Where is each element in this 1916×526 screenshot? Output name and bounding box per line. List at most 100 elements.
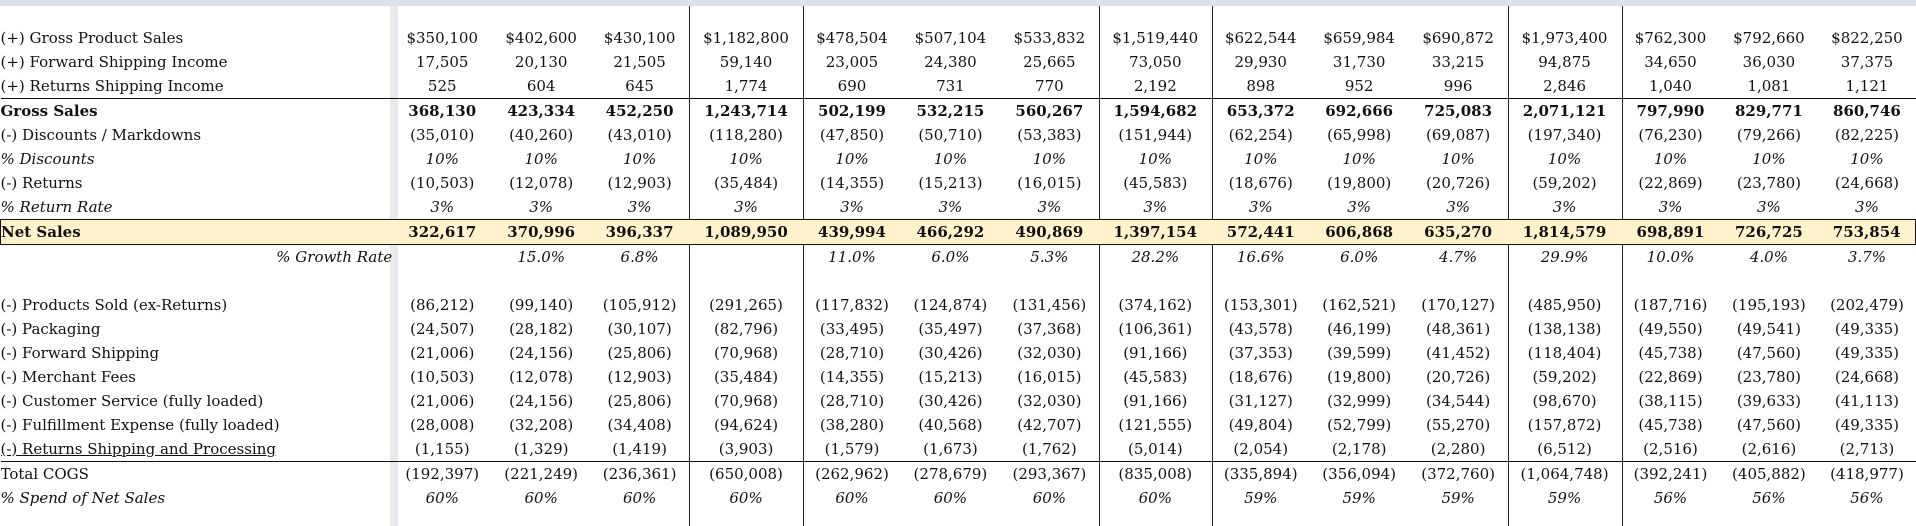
cell-value: 60% — [933, 489, 968, 507]
cell-value: (35,010) — [410, 126, 475, 144]
cell-value: 829,771 — [1719, 98, 1819, 123]
cell-value: 898 — [1246, 77, 1276, 95]
cell-value: (151,944) — [1118, 126, 1193, 144]
cell-value: (5,014) — [1127, 440, 1183, 458]
cell-value: (16,015) — [1017, 174, 1082, 192]
cell-value: (48,361) — [1426, 320, 1491, 338]
cell-value: (2,280) — [1430, 440, 1486, 458]
cell-value: 28.2% — [1131, 248, 1180, 266]
cell-value: (34,408) — [607, 416, 672, 434]
cell-value: (45,583) — [1123, 174, 1188, 192]
cell-value: 59% — [1547, 489, 1582, 507]
cell-value: 4.7% — [1439, 248, 1478, 266]
cell-value: (25,806) — [607, 392, 672, 410]
cell-value: 3.7% — [1847, 248, 1886, 266]
cell-value: (18,676) — [1228, 174, 1293, 192]
cell-value: (39,633) — [1736, 392, 1802, 410]
cell-value: (32,208) — [509, 416, 574, 434]
cell-value: 797,990 — [1621, 98, 1720, 123]
cell-value: (28,710) — [819, 344, 885, 362]
row-label — [1, 269, 393, 293]
cell-value: (118,404) — [1527, 344, 1602, 362]
cell-value: (1,579) — [824, 440, 880, 458]
cell-value: 10% — [1850, 150, 1884, 168]
cell-value: (65,998) — [1327, 126, 1392, 144]
cell-value: (41,452) — [1426, 344, 1491, 362]
cell-value: 2,192 — [1133, 77, 1177, 95]
cell-value: 10% — [933, 150, 968, 168]
cell-value: 59% — [1342, 489, 1376, 507]
cell-value: (153,301) — [1223, 296, 1298, 314]
cell-value: (91,166) — [1123, 392, 1188, 410]
cell-value: 56% — [1653, 489, 1688, 507]
cell-value: (24,507) — [410, 320, 475, 338]
cell-value: 29.9% — [1540, 248, 1589, 266]
column-divider — [1622, 6, 1623, 526]
table-row: (-) Discounts / Markdowns (35,010) (40,260… — [1, 123, 1916, 147]
cell-value: $1,973,400 — [1521, 29, 1608, 47]
cell-value: (46,199) — [1327, 320, 1392, 338]
cell-value: 532,215 — [900, 98, 1000, 123]
row-label: Gross Sales — [0, 98, 393, 123]
cell-value: 6.0% — [1340, 248, 1379, 266]
cell-value: 60% — [425, 489, 459, 507]
cell-value: (118,280) — [709, 126, 783, 144]
cell-value: (35,484) — [713, 368, 779, 386]
cell-value: (2,516) — [1643, 440, 1698, 458]
cell-value: 725,083 — [1408, 98, 1508, 123]
row-label: (+) Returns Shipping Income — [0, 77, 224, 95]
cell-value: 3% — [1143, 198, 1168, 216]
cell-value: 31,730 — [1332, 53, 1386, 71]
cell-value: 1,243,714 — [689, 98, 804, 123]
cell-value: (1,419) — [612, 440, 667, 458]
cell-value — [689, 245, 803, 270]
cell-value: 10% — [729, 150, 763, 168]
table-body: (+) Gross Product Sales $350,100 $402,600 $… — [0, 26, 1916, 510]
cell-value: (23,780) — [1736, 368, 1802, 386]
cell-value: (99,140) — [509, 296, 574, 314]
row-label: (-) Forward Shipping — [0, 344, 160, 362]
cell-value: (24,156) — [509, 392, 574, 410]
cell-value: (86,212) — [410, 296, 475, 314]
cell-value: (45,583) — [1123, 368, 1188, 386]
cell-value: (24,668) — [1834, 174, 1900, 192]
cell-value: 452,250 — [590, 98, 690, 123]
table-row: % Return Rate 3% 3% 3% 3% 3% 3% 3% 3% 3% 3% 3% 3% 3% 3… — [1, 195, 1916, 220]
cell-value: (170,127) — [1421, 296, 1495, 314]
cell-value: 10% — [1547, 150, 1582, 168]
cell-value — [1310, 269, 1409, 293]
cell-value: (262,962) — [803, 461, 901, 486]
cell-value: (50,710) — [918, 126, 983, 144]
cell-value: 1,040 — [1649, 77, 1692, 95]
cell-value — [1212, 269, 1310, 293]
cell-value: 10% — [1752, 150, 1786, 168]
cell-value: (62,254) — [1228, 126, 1293, 144]
cell-value: 3% — [840, 198, 864, 216]
cell-value: (1,329) — [513, 440, 569, 458]
cell-value: (187,716) — [1633, 296, 1708, 314]
cell-value: (49,550) — [1638, 320, 1703, 338]
cell-value: 1,089,950 — [689, 219, 804, 245]
table-row: % Growth Rate 15.0% 6.8% 11.0% 6.0% 5.3% 28.2%… — [1, 245, 1916, 270]
cell-value: (70,968) — [713, 344, 779, 362]
cell-value: (392,241) — [1621, 461, 1720, 486]
cell-value: 423,334 — [492, 98, 591, 123]
cell-value: (14,355) — [819, 174, 885, 192]
table-row: Total COGS (192,397) (221,249) (236,361) (65… — [0, 461, 1916, 486]
cell-value: (1,673) — [923, 440, 978, 458]
cell-value: 23,005 — [825, 53, 879, 71]
cell-value: 3% — [1658, 198, 1683, 216]
cell-value: (49,335) — [1834, 320, 1900, 338]
cell-value: (192,397) — [392, 461, 493, 486]
cell-value: (138,138) — [1527, 320, 1602, 338]
cell-value: 10% — [1342, 150, 1376, 168]
table-row: Gross Sales 368,130 423,334 452,250 1,243,71… — [0, 98, 1916, 123]
cell-value: (1,155) — [414, 440, 470, 458]
top-bar — [0, 0, 1916, 6]
cell-value: 10% — [1653, 150, 1688, 168]
cell-value: (32,030) — [1017, 344, 1082, 362]
cell-value: $622,544 — [1224, 29, 1297, 47]
cell-value: (91,166) — [1123, 344, 1188, 362]
cell-value: 17,505 — [415, 53, 469, 71]
cell-value: 368,130 — [392, 98, 493, 123]
